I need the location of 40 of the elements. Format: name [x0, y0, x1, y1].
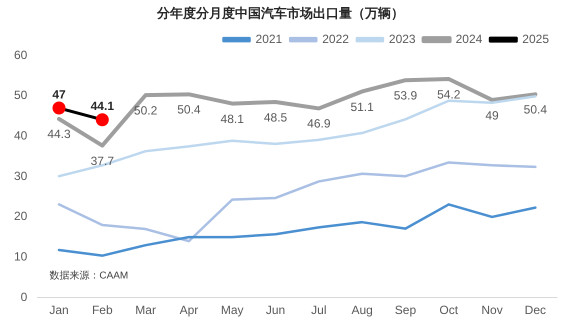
y-tick-label: 0	[20, 290, 28, 304]
data-label: 37.7	[90, 154, 114, 168]
y-tick-label: 30	[14, 168, 28, 183]
x-tick-label: Jun	[266, 303, 286, 318]
y-tick-label: 10	[14, 250, 28, 264]
x-tick-label: Feb	[92, 303, 113, 318]
legend-label: 2021	[256, 32, 283, 46]
x-tick-label: Sep	[394, 303, 416, 318]
annotation: 数据来源：CAAM	[49, 269, 128, 282]
x-tick-label: Oct	[439, 303, 459, 318]
x-tick-label: Aug	[351, 303, 373, 318]
x-tick-label: Jan	[49, 303, 69, 318]
data-label: 51.1	[350, 100, 374, 114]
data-label: 44.3	[47, 127, 71, 142]
data-label: 49	[485, 108, 500, 122]
data-label: 53.9	[394, 88, 418, 103]
legend-label: 2025	[522, 32, 550, 46]
y-tick-label: 50	[14, 88, 28, 102]
y-tick-label: 40	[14, 128, 28, 143]
y-tick-label: 60	[14, 48, 28, 62]
x-tick-label: Apr	[180, 303, 198, 318]
data-label: 54.2	[437, 87, 461, 102]
data-label: 48.5	[264, 110, 288, 124]
data-label: 48.1	[220, 112, 244, 126]
data-label: 50.4	[177, 102, 201, 117]
data-label: 50.4	[524, 102, 548, 117]
x-tick-label: Nov	[481, 303, 503, 318]
chart-title: 分年度分月度中国汽车市场出口量（万辆）	[156, 5, 404, 20]
data-label: 47	[52, 87, 66, 102]
data-label: 50.2	[134, 103, 158, 118]
x-tick-label: Jul	[311, 303, 326, 318]
data-label: 46.9	[307, 116, 331, 131]
x-tick-label: Mar	[135, 303, 156, 318]
legend-label: 2024	[456, 32, 483, 46]
x-tick-label: Dec	[524, 303, 546, 318]
data-label: 44.1	[90, 99, 114, 114]
legend-label: 2022	[322, 32, 350, 46]
legend-label: 2023	[388, 32, 416, 46]
y-tick-label: 20	[14, 209, 28, 224]
x-tick-label: May	[220, 303, 244, 318]
